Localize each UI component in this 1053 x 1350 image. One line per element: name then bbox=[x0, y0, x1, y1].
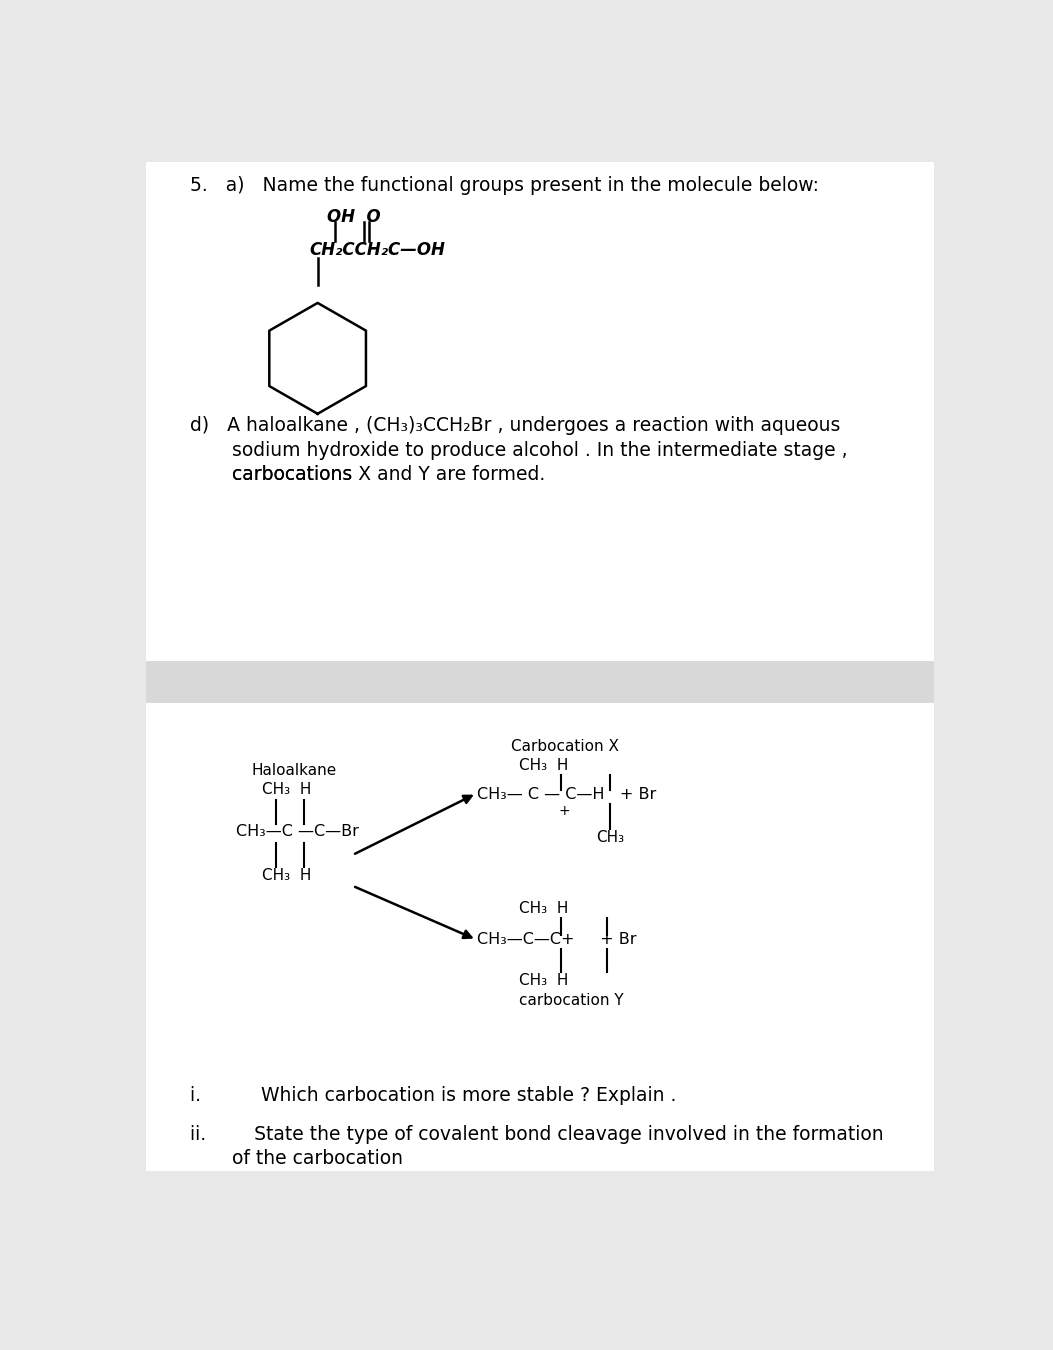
Text: CH₃  H: CH₃ H bbox=[262, 782, 312, 796]
Text: CH₃—C—C+     + Br: CH₃—C—C+ + Br bbox=[477, 931, 636, 946]
Text: ii.        State the type of covalent bond cleavage involved in the formation: ii. State the type of covalent bond clea… bbox=[190, 1125, 883, 1143]
Text: carbocations: carbocations bbox=[233, 466, 359, 485]
Text: i.          Which carbocation is more stable ? Explain .: i. Which carbocation is more stable ? Ex… bbox=[190, 1085, 676, 1106]
Text: CH₃—C —C—Br: CH₃—C —C—Br bbox=[236, 825, 359, 840]
Text: d)   A haloalkane , (CH₃)₃CCH₂Br , undergoes a reaction with aqueous: d) A haloalkane , (CH₃)₃CCH₂Br , undergo… bbox=[190, 416, 840, 435]
Text: CH₃  H: CH₃ H bbox=[262, 868, 312, 883]
FancyBboxPatch shape bbox=[145, 162, 934, 1170]
Text: CH₃— C — C—H   + Br: CH₃— C — C—H + Br bbox=[477, 787, 656, 802]
Text: CH₃  H: CH₃ H bbox=[519, 902, 569, 917]
Text: 5.   a)   Name the functional groups present in the molecule below:: 5. a) Name the functional groups present… bbox=[190, 176, 819, 194]
Text: CH₂CCH₂C—OH: CH₂CCH₂C—OH bbox=[310, 240, 445, 259]
Text: CH₃: CH₃ bbox=[596, 830, 624, 845]
Text: carbocations ​X​ and ​Y​ are formed.: carbocations ​X​ and ​Y​ are formed. bbox=[233, 466, 545, 485]
Text: sodium hydroxide to produce alcohol . In the intermediate stage ,: sodium hydroxide to produce alcohol . In… bbox=[233, 440, 848, 460]
FancyBboxPatch shape bbox=[145, 662, 934, 703]
Text: OH  O: OH O bbox=[326, 208, 380, 227]
Text: CH₃  H: CH₃ H bbox=[519, 973, 569, 988]
Text: CH₃  H: CH₃ H bbox=[519, 757, 569, 774]
Text: of the carbocation: of the carbocation bbox=[233, 1149, 403, 1168]
Text: +: + bbox=[559, 805, 571, 818]
Text: Carbocation X: Carbocation X bbox=[512, 740, 619, 755]
Text: Haloalkane: Haloalkane bbox=[252, 763, 337, 778]
Text: carbocation Y: carbocation Y bbox=[519, 992, 623, 1008]
